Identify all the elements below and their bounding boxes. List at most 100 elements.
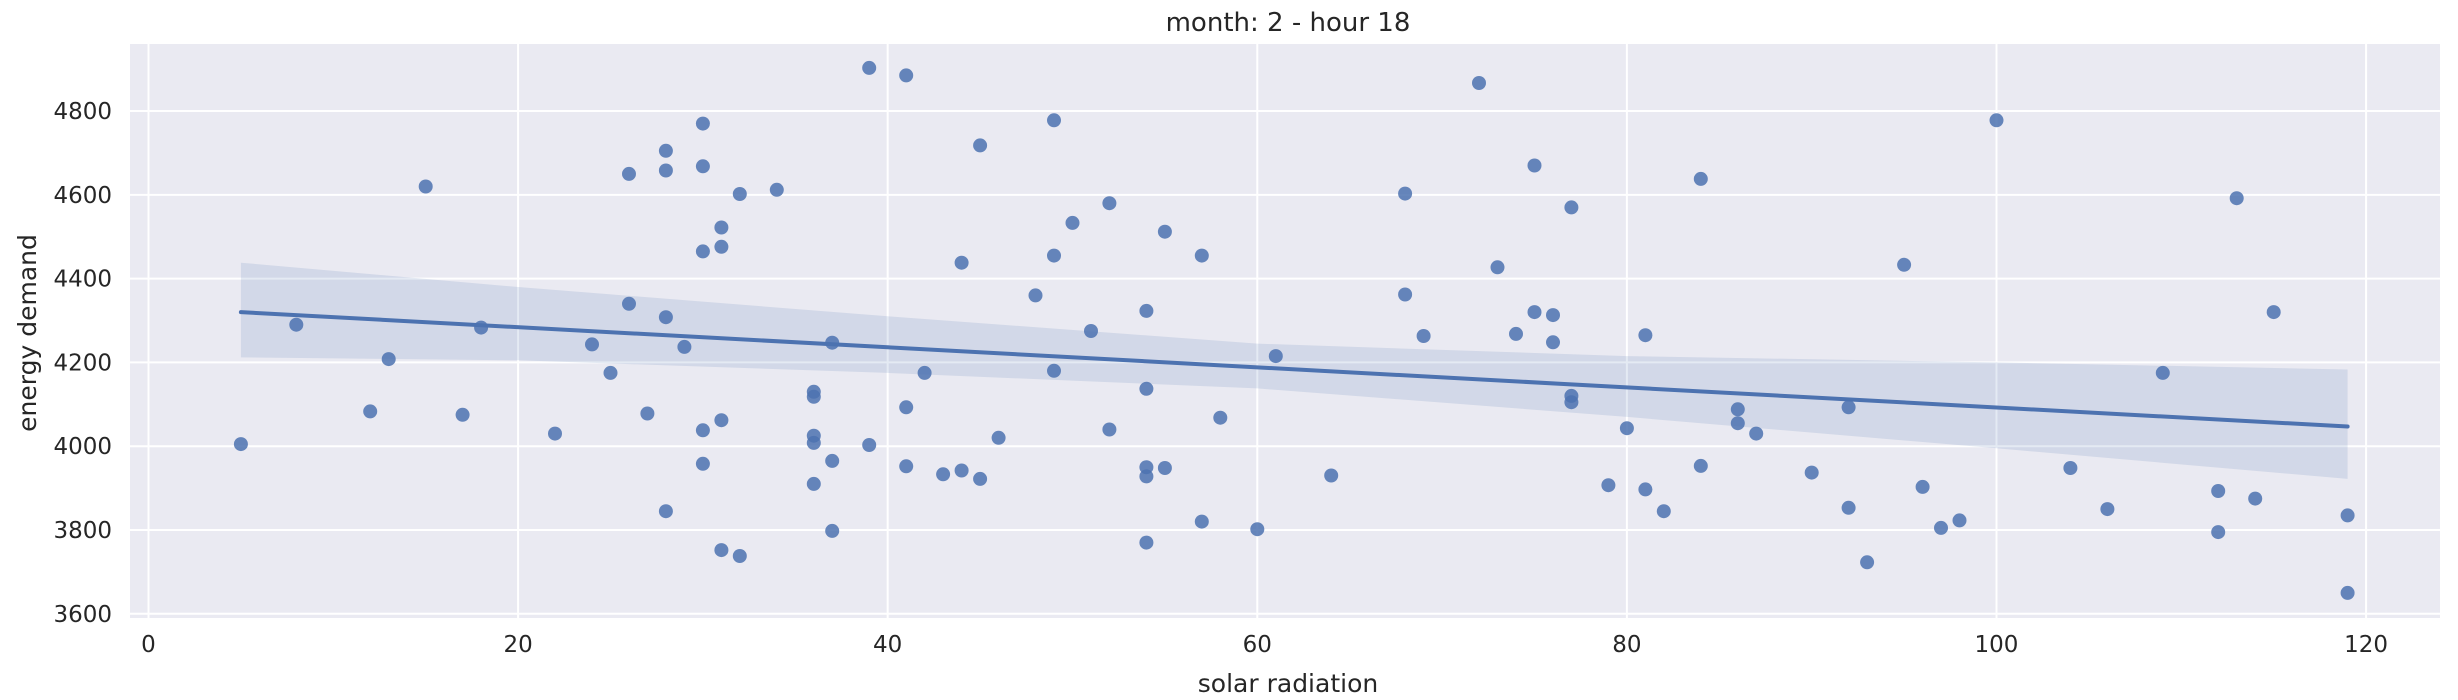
data-point — [363, 404, 378, 419]
data-point — [695, 423, 710, 438]
data-point — [1028, 288, 1043, 303]
data-point — [1324, 468, 1339, 483]
data-point — [2340, 585, 2355, 600]
data-point — [622, 166, 636, 181]
data-point — [1047, 113, 1061, 128]
data-point — [973, 138, 988, 153]
data-point — [769, 182, 784, 197]
data-point — [954, 463, 969, 478]
data-point — [233, 437, 248, 452]
data-point — [695, 116, 710, 131]
data-point — [1084, 324, 1098, 338]
data-point — [2100, 502, 2115, 517]
data-point — [2248, 491, 2263, 506]
data-point — [1398, 287, 1413, 302]
data-point — [1157, 461, 1172, 475]
data-point — [548, 426, 562, 441]
data-point — [1638, 328, 1653, 343]
y-tick-label: 4200 — [53, 350, 112, 376]
data-point — [695, 159, 710, 174]
data-point — [658, 163, 673, 178]
data-point — [677, 339, 692, 354]
y-tick-label: 4000 — [53, 434, 112, 460]
data-point — [991, 430, 1006, 445]
data-point — [622, 296, 636, 311]
data-point — [1250, 522, 1265, 537]
data-point — [1472, 76, 1486, 90]
data-point — [862, 60, 877, 75]
data-point — [732, 549, 747, 563]
data-point — [973, 471, 988, 486]
y-axis-label: energy demand — [13, 234, 42, 432]
x-tick-label: 120 — [2344, 632, 2388, 658]
data-point — [1509, 326, 1523, 341]
data-point — [1102, 196, 1117, 211]
data-point — [1527, 305, 1542, 320]
data-point — [1047, 248, 1061, 263]
data-point — [862, 438, 877, 452]
data-point — [1194, 248, 1209, 263]
y-tick-label: 4600 — [53, 183, 112, 209]
data-point — [936, 467, 951, 482]
regression-line — [238, 310, 2350, 429]
x-tick-label: 0 — [141, 632, 156, 658]
data-point — [1139, 303, 1154, 318]
data-point — [1564, 395, 1579, 410]
data-point — [1915, 479, 1930, 494]
data-point — [1047, 363, 1061, 378]
data-point — [1527, 158, 1542, 173]
data-point — [714, 413, 729, 428]
data-point — [714, 543, 729, 558]
x-tick-label: 100 — [1975, 632, 2019, 658]
x-tick-label: 20 — [503, 632, 532, 658]
data-point — [806, 476, 821, 491]
data-point — [1952, 513, 1967, 528]
data-point — [1749, 426, 1764, 441]
data-point — [1693, 458, 1708, 473]
data-point — [1416, 329, 1431, 343]
data-point — [1934, 520, 1948, 535]
data-point — [658, 143, 673, 158]
data-point — [1841, 400, 1856, 415]
data-point — [455, 407, 470, 422]
data-point — [806, 389, 821, 404]
x-axis-label: solar radiation — [1198, 669, 1378, 698]
data-point — [732, 187, 747, 201]
data-point — [1546, 335, 1560, 350]
data-point — [640, 406, 655, 421]
data-point — [585, 337, 599, 352]
data-point — [1194, 514, 1209, 529]
data-point — [899, 68, 914, 83]
y-tick-label: 4400 — [53, 267, 112, 293]
data-point — [825, 523, 840, 538]
data-point — [917, 365, 932, 380]
data-point — [2211, 525, 2226, 540]
data-points — [233, 60, 2355, 600]
data-point — [1490, 260, 1505, 275]
y-tick-label: 3800 — [53, 518, 112, 544]
grid-lines — [130, 44, 2440, 618]
data-point — [1102, 422, 1117, 437]
data-point — [1601, 478, 1616, 493]
data-point — [1157, 224, 1172, 239]
data-point — [1989, 113, 2004, 128]
data-point — [658, 310, 673, 325]
data-point — [714, 239, 729, 254]
data-point — [1619, 421, 1634, 436]
data-point — [1139, 535, 1154, 550]
y-tick-labels: 3600 3800 4000 4200 4400 4600 4800 — [53, 99, 112, 628]
data-point — [2211, 484, 2226, 498]
data-point — [954, 255, 969, 270]
data-point — [1398, 186, 1413, 201]
data-point — [825, 335, 840, 350]
data-point — [825, 453, 840, 468]
x-tick-labels: 0 20 40 60 80 100 120 — [141, 632, 2388, 658]
data-point — [1268, 349, 1283, 364]
data-point — [1804, 465, 1819, 480]
data-point — [381, 352, 396, 367]
data-point — [1139, 469, 1154, 484]
data-point — [1730, 416, 1745, 431]
data-point — [1656, 504, 1671, 519]
data-point — [1693, 171, 1708, 186]
